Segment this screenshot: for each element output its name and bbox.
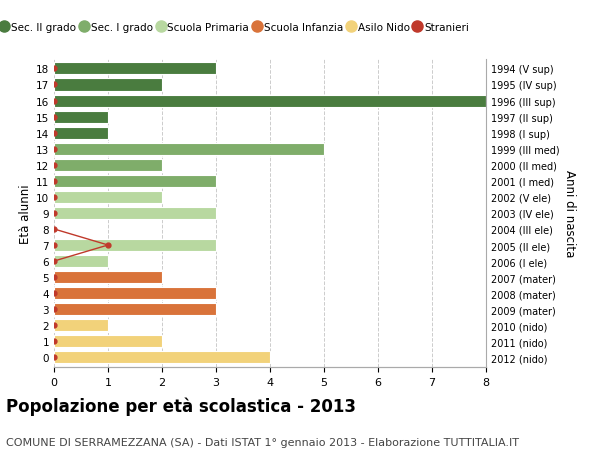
- Bar: [54, 159, 162, 171]
- Bar: [54, 303, 216, 315]
- Bar: [54, 287, 216, 300]
- Bar: [54, 143, 324, 156]
- Text: Popolazione per età scolastica - 2013: Popolazione per età scolastica - 2013: [6, 397, 356, 415]
- Bar: [54, 256, 108, 268]
- Y-axis label: Età alunni: Età alunni: [19, 184, 32, 243]
- Bar: [54, 191, 162, 203]
- Legend: Sec. II grado, Sec. I grado, Scuola Primaria, Scuola Infanzia, Asilo Nido, Stran: Sec. II grado, Sec. I grado, Scuola Prim…: [0, 19, 473, 37]
- Bar: [54, 63, 216, 75]
- Bar: [54, 336, 162, 347]
- Bar: [54, 352, 270, 364]
- Bar: [54, 240, 216, 252]
- Bar: [54, 79, 162, 91]
- Bar: [54, 207, 216, 219]
- Bar: [54, 319, 108, 331]
- Bar: [54, 127, 108, 140]
- Y-axis label: Anni di nascita: Anni di nascita: [563, 170, 576, 257]
- Bar: [54, 95, 486, 107]
- Bar: [54, 271, 162, 284]
- Text: COMUNE DI SERRAMEZZANA (SA) - Dati ISTAT 1° gennaio 2013 - Elaborazione TUTTITAL: COMUNE DI SERRAMEZZANA (SA) - Dati ISTAT…: [6, 437, 519, 448]
- Bar: [54, 175, 216, 187]
- Bar: [54, 112, 108, 123]
